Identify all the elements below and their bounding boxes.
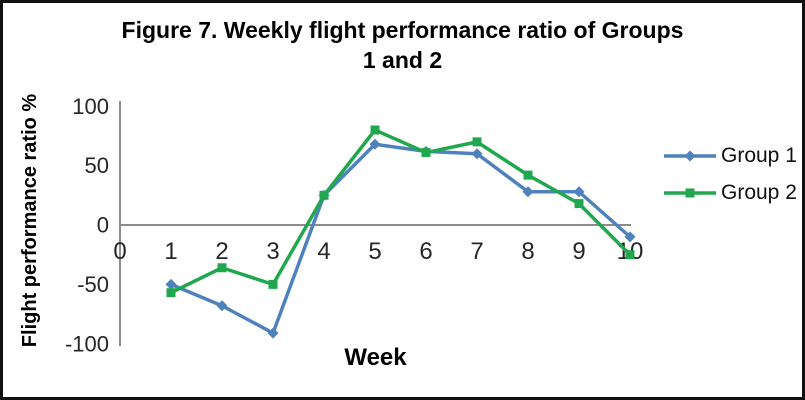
x-tick-label: 9 bbox=[572, 238, 585, 265]
group-2-marker bbox=[574, 199, 584, 209]
y-tick-label: -50 bbox=[77, 272, 109, 297]
group-2-marker bbox=[217, 263, 227, 273]
group-2-marker bbox=[421, 148, 431, 158]
group-1-marker bbox=[624, 231, 636, 243]
legend-item-group-2: Group 2 bbox=[663, 181, 797, 205]
y-tick-label: -100 bbox=[65, 331, 109, 356]
x-tick-label: 2 bbox=[215, 238, 228, 265]
group-2-marker bbox=[268, 279, 278, 289]
x-tick-label: 7 bbox=[470, 238, 483, 265]
y-tick-label: 100 bbox=[72, 94, 109, 119]
legend-group-2-marker bbox=[685, 188, 695, 198]
group-1-line-diamond-icon bbox=[664, 150, 716, 162]
group-2-line-square-icon bbox=[664, 188, 716, 198]
chart-title-line1: Figure 7. Weekly flight performance rati… bbox=[121, 17, 684, 43]
legend: Group 1 Group 2 bbox=[663, 144, 797, 205]
legend-group-1-marker bbox=[684, 150, 696, 162]
group-1-marker bbox=[165, 278, 177, 290]
series-line-group-1 bbox=[169, 142, 632, 335]
x-tick-label: 0 bbox=[113, 238, 126, 265]
group-1-marker bbox=[573, 186, 585, 198]
group-2-marker bbox=[472, 137, 482, 147]
legend-label-group-2: Group 2 bbox=[721, 181, 797, 204]
x-tick-label: 3 bbox=[266, 238, 279, 265]
group-1-marker bbox=[216, 300, 228, 312]
x-tick-label: 6 bbox=[419, 238, 432, 265]
group-1-marker bbox=[267, 327, 279, 339]
x-tick-label: 4 bbox=[317, 238, 330, 265]
chart-title: Figure 7. Weekly flight performance rati… bbox=[3, 15, 802, 75]
group-2-marker bbox=[319, 190, 329, 200]
group-1-marker bbox=[471, 148, 483, 160]
chart-title-line2: 1 and 2 bbox=[362, 47, 443, 73]
x-axis-title: Week bbox=[344, 344, 407, 371]
legend-item-group-1: Group 1 bbox=[663, 144, 797, 168]
group-1-marker bbox=[369, 138, 381, 150]
group-2-marker bbox=[166, 288, 176, 298]
group-2-marker bbox=[370, 125, 380, 135]
series-line-group-2 bbox=[169, 128, 632, 295]
y-tick-label: 50 bbox=[85, 153, 109, 178]
group-1-marker bbox=[522, 186, 534, 198]
x-tick-label: 8 bbox=[521, 238, 534, 265]
group-2-marker bbox=[523, 170, 533, 180]
group-2-marker bbox=[625, 250, 635, 260]
x-tick-label: 5 bbox=[368, 238, 381, 265]
x-tick-label: 1 bbox=[164, 238, 177, 265]
y-tick-label: 0 bbox=[97, 213, 109, 238]
legend-label-group-1: Group 1 bbox=[721, 144, 797, 167]
